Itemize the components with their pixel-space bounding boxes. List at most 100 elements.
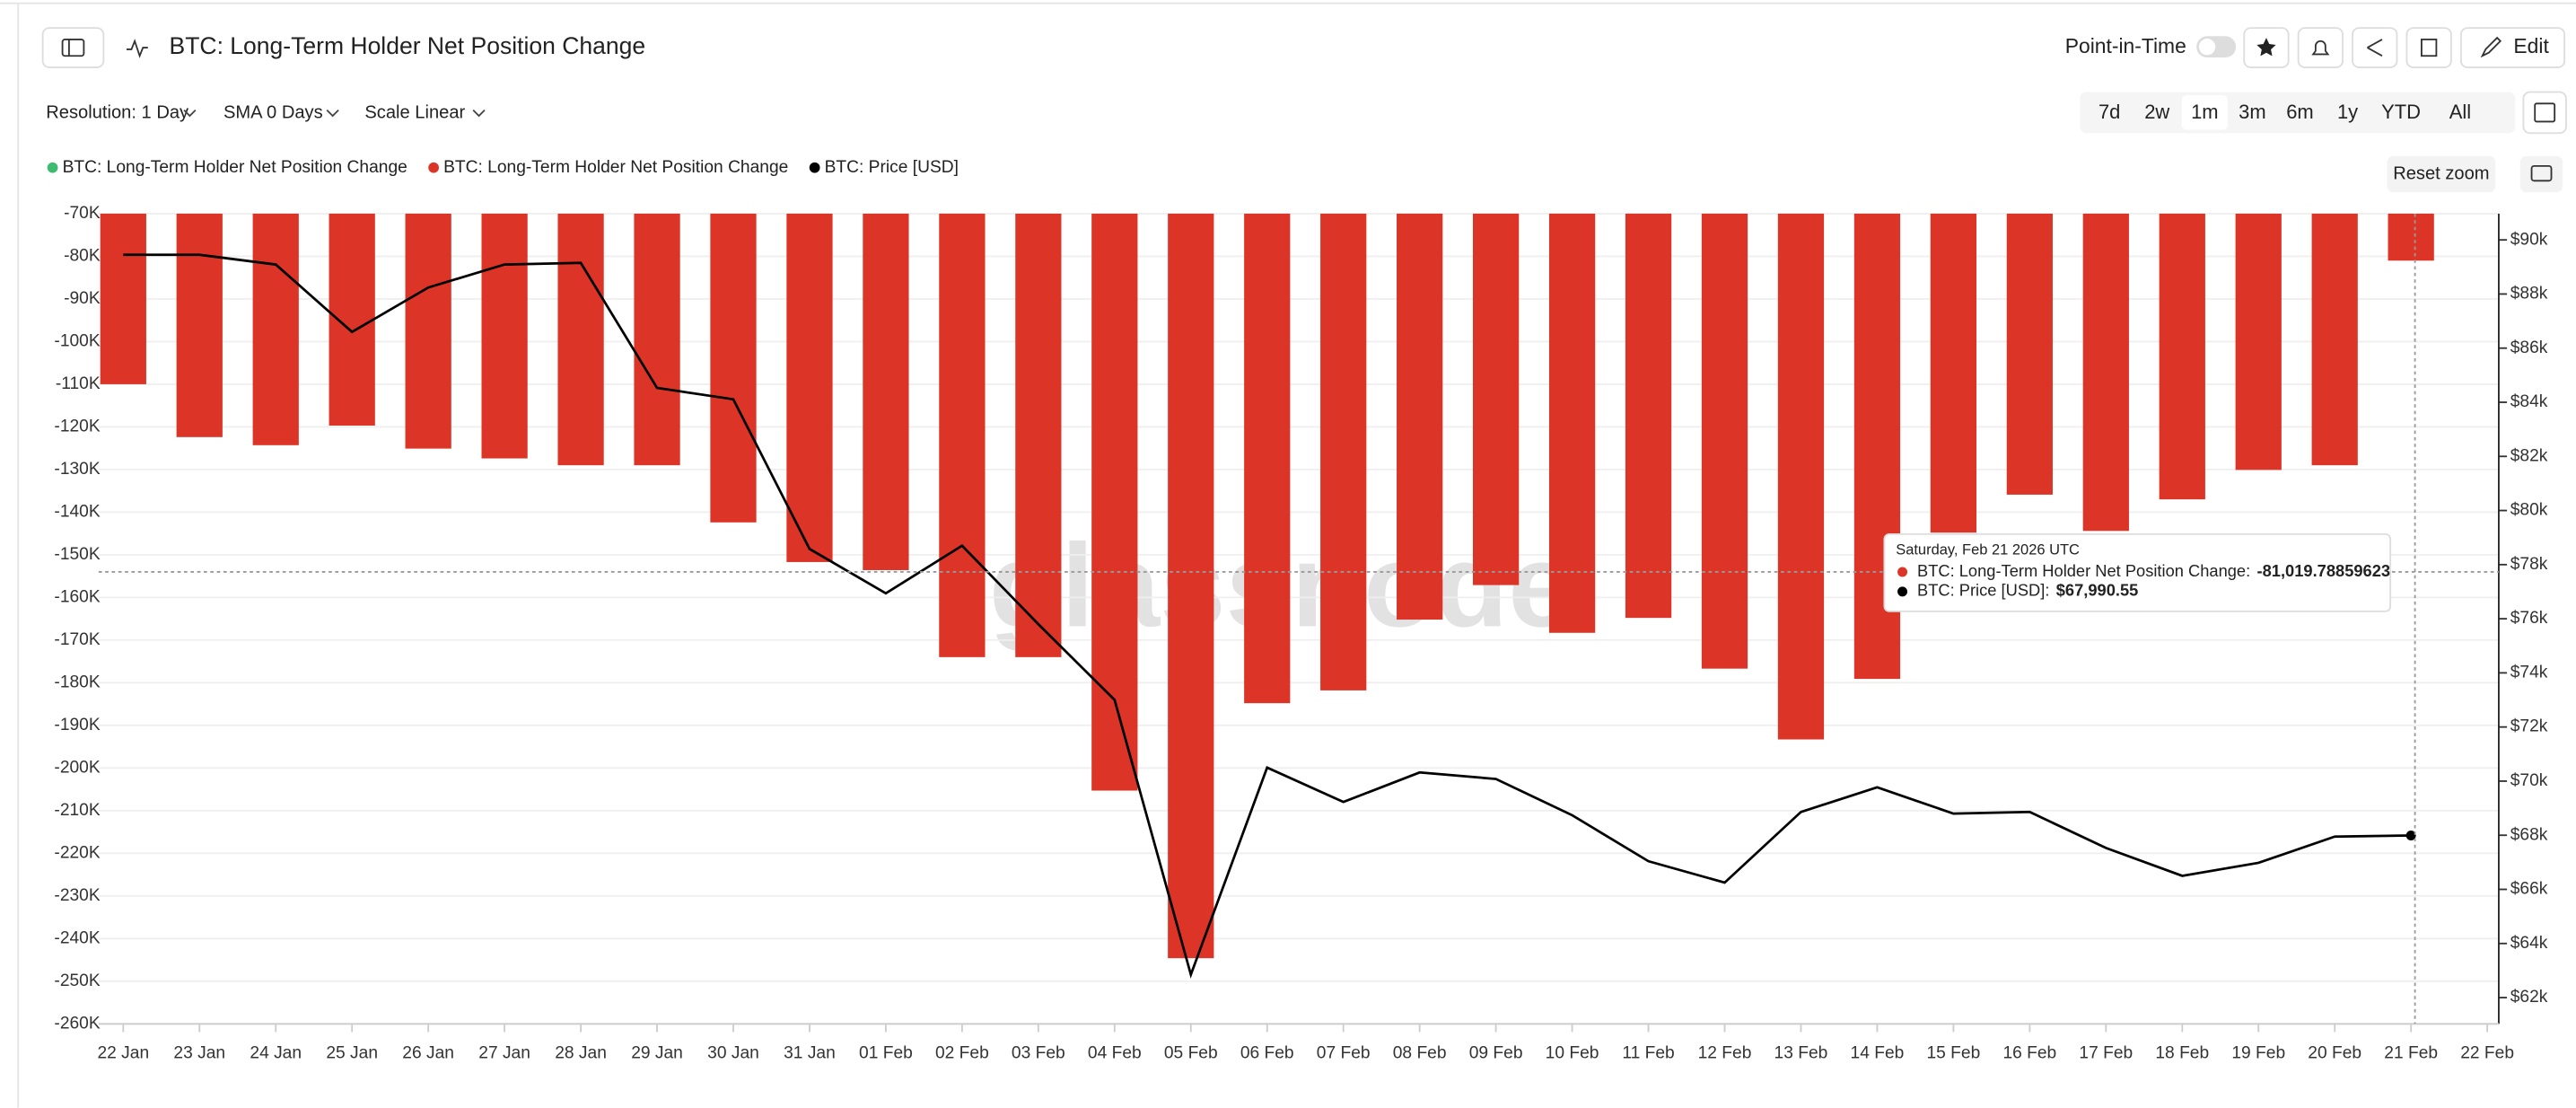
scale-dropdown[interactable]: Scale Linear xyxy=(364,103,465,123)
y-tick-label: -220K xyxy=(54,843,100,862)
bell-icon xyxy=(2311,40,2330,56)
x-tick-label: 06 Feb xyxy=(1240,1043,1294,1062)
share-icon xyxy=(2367,39,2383,57)
bar xyxy=(481,213,528,459)
y-tick-label: -110K xyxy=(56,374,101,393)
y-tick-label: -230K xyxy=(54,886,100,905)
y-tick-label: -90K xyxy=(64,289,101,308)
toggle-knob xyxy=(2198,39,2216,56)
bar xyxy=(1320,213,1367,690)
point-in-time-label: Point-in-Time xyxy=(2065,34,2186,57)
y-tick-label: -210K xyxy=(54,801,100,820)
y-tick-label: -130K xyxy=(54,460,100,479)
tooltip-name: BTC: Long-Term Holder Net Position Chang… xyxy=(1917,561,2250,580)
sidebar-toggle[interactable] xyxy=(41,27,105,68)
legend-marker xyxy=(47,162,58,173)
bar xyxy=(2235,213,2282,470)
y2-tick-label: $86k xyxy=(2510,339,2548,357)
bar xyxy=(2082,213,2129,532)
x-tick-label: 16 Feb xyxy=(2002,1043,2056,1062)
range-button[interactable]: 3m xyxy=(2239,101,2266,123)
bar xyxy=(786,213,833,562)
chevron xyxy=(472,109,486,118)
price-point xyxy=(2405,831,2416,840)
x-tick-label: 19 Feb xyxy=(2231,1043,2285,1062)
copy-icon xyxy=(2421,39,2438,57)
y2-tick-label: $84k xyxy=(2510,392,2548,411)
resolution-dropdown[interactable]: Resolution: 1 Day xyxy=(46,103,189,123)
bar xyxy=(2388,213,2434,261)
tooltip-name: BTC: Price [USD]: xyxy=(1917,581,2049,600)
bar xyxy=(1777,213,1825,740)
range-button[interactable]: 7d xyxy=(2098,101,2120,123)
y-tick-label: -200K xyxy=(54,758,100,777)
bar xyxy=(176,213,223,437)
copy-button[interactable] xyxy=(2405,27,2452,68)
screenshot-button[interactable] xyxy=(2519,155,2563,193)
x-tick-label: 04 Feb xyxy=(1088,1043,1142,1062)
y-tick-label: -80K xyxy=(64,247,101,266)
x-tick-label: 24 Jan xyxy=(250,1043,302,1062)
x-tick-label: 03 Feb xyxy=(1012,1043,1065,1062)
calendar-icon xyxy=(2534,102,2556,123)
calendar-button[interactable] xyxy=(2522,91,2567,135)
bar xyxy=(100,213,146,384)
y-tick-label: -140K xyxy=(54,502,100,521)
x-tick-label: 26 Jan xyxy=(402,1043,454,1062)
y2-tick-label: $72k xyxy=(2510,717,2548,736)
bar xyxy=(634,213,680,466)
x-tick-label: 02 Feb xyxy=(935,1043,989,1062)
range-button[interactable]: 2w xyxy=(2144,101,2169,123)
x-tick-label: 29 Jan xyxy=(631,1043,683,1062)
range-button[interactable]: YTD xyxy=(2381,101,2421,123)
x-tick-label: 10 Feb xyxy=(1546,1043,1599,1062)
range-button[interactable]: 6m xyxy=(2286,101,2314,123)
x-tick-label: 21 Feb xyxy=(2384,1043,2438,1062)
share-button[interactable] xyxy=(2352,27,2398,68)
alert-button[interactable] xyxy=(2297,27,2344,68)
y-tick-label: -190K xyxy=(54,716,100,734)
sidebar-icon xyxy=(61,39,85,57)
tooltip-marker xyxy=(1897,567,1908,577)
bar xyxy=(939,213,986,657)
bar xyxy=(1930,213,1977,533)
y-tick-label: -70K xyxy=(64,204,101,223)
x-tick-label: 22 Jan xyxy=(97,1043,149,1062)
legend-label: BTC: Long-Term Holder Net Position Chang… xyxy=(443,158,788,177)
y2-tick-label: $82k xyxy=(2510,446,2548,465)
x-tick-label: 31 Jan xyxy=(784,1043,836,1062)
range-button[interactable]: 1y xyxy=(2337,101,2358,123)
x-tick-label: 07 Feb xyxy=(1317,1043,1371,1062)
sma-dropdown[interactable]: SMA 0 Days xyxy=(223,103,323,123)
y-tick-label: -170K xyxy=(54,630,100,649)
x-tick-label: 09 Feb xyxy=(1469,1043,1523,1062)
x-tick-label: 11 Feb xyxy=(1622,1043,1674,1062)
reset-zoom-button[interactable] xyxy=(2387,155,2496,193)
bar xyxy=(2159,213,2205,500)
tooltip-value: $67,990.55 xyxy=(2056,581,2139,600)
range-button[interactable]: 1m xyxy=(2191,101,2219,123)
chart-title: BTC: Long-Term Holder Net Position Chang… xyxy=(170,32,646,59)
y-tick-label: -160K xyxy=(54,587,100,606)
x-tick-label: 01 Feb xyxy=(859,1043,913,1062)
edit-button[interactable] xyxy=(2459,27,2566,68)
x-tick-label: 17 Feb xyxy=(2079,1043,2133,1062)
tooltip-value: -81,019.78859623 xyxy=(2257,561,2391,580)
bar xyxy=(1015,213,1062,657)
range-button[interactable]: All xyxy=(2449,101,2471,123)
chevron xyxy=(326,109,339,118)
y2-tick-label: $68k xyxy=(2510,825,2548,844)
x-tick-label: 18 Feb xyxy=(2155,1043,2209,1062)
y2-tick-label: $78k xyxy=(2510,555,2548,574)
bar xyxy=(1244,213,1291,704)
edit-icon xyxy=(2480,36,2502,58)
bar xyxy=(1701,213,1748,669)
y-tick-label: -180K xyxy=(54,673,100,691)
x-tick-label: 25 Jan xyxy=(326,1043,378,1062)
bar xyxy=(710,213,757,523)
x-tick-label: 28 Jan xyxy=(555,1043,607,1062)
y2-tick-label: $76k xyxy=(2510,609,2548,628)
bar xyxy=(329,213,375,426)
bar xyxy=(252,213,299,445)
